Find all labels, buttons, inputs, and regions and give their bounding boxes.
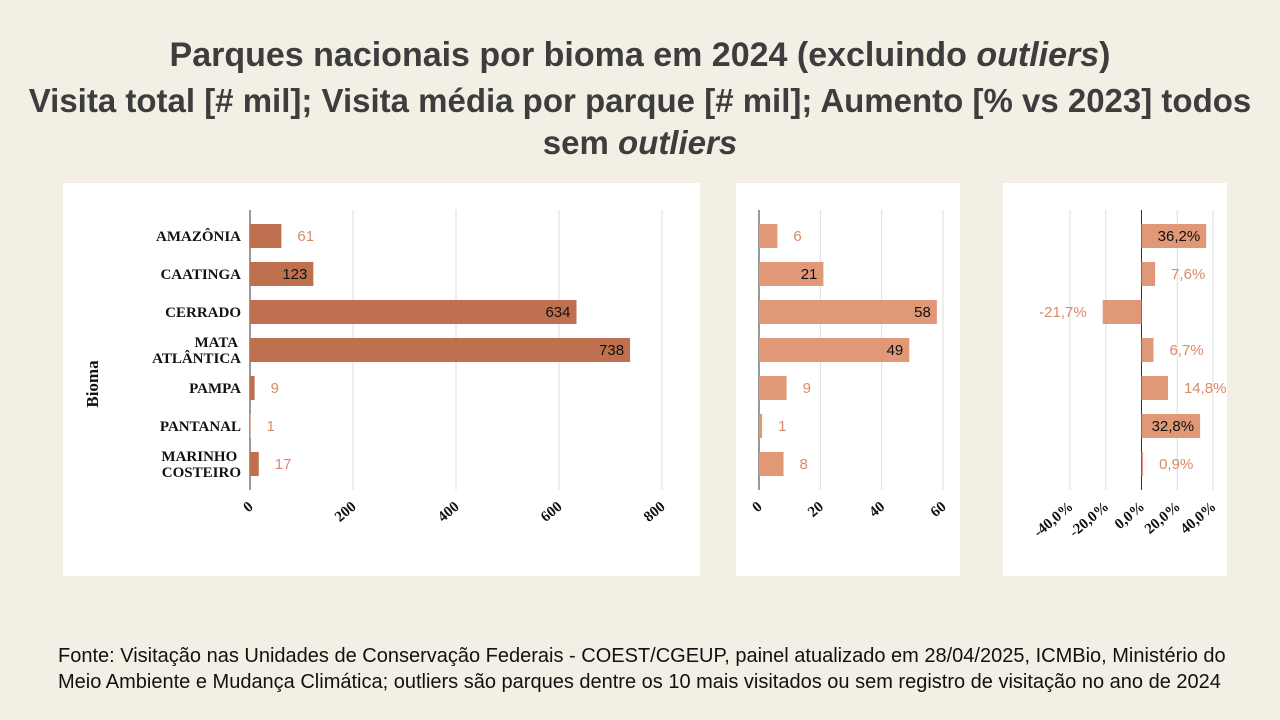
subtitle-text: Visita total [# mil]; Visita média por p…	[28, 82, 1252, 161]
bar	[759, 338, 910, 362]
data-label: 14,8%	[1184, 380, 1227, 397]
data-label: 49	[887, 342, 904, 359]
bar	[759, 452, 784, 476]
bar	[250, 452, 259, 476]
data-label: 58	[914, 304, 931, 321]
data-label: 6	[793, 228, 801, 245]
category-label: MARINHO COSTEIRO	[161, 449, 241, 481]
bar	[759, 414, 763, 438]
data-label: 7,6%	[1171, 266, 1205, 283]
y-axis-label: Bioma	[83, 360, 102, 408]
data-label: 21	[801, 266, 818, 283]
bar	[759, 224, 778, 248]
bar	[1141, 224, 1207, 248]
title-text: )	[1099, 36, 1111, 74]
data-label: 1	[778, 418, 786, 435]
panel	[63, 183, 700, 576]
bar	[250, 224, 282, 248]
bar	[1102, 300, 1142, 324]
category-label: AMAZÔNIA	[156, 228, 241, 245]
title-text: Parques nacionais por bioma em 2024 (exc…	[169, 36, 977, 74]
data-label: 61	[297, 228, 314, 245]
bar	[759, 262, 824, 286]
bar	[250, 262, 314, 286]
category-label: CERRADO	[165, 305, 241, 321]
bar	[250, 376, 255, 400]
panel	[1003, 183, 1227, 576]
data-label: 6,7%	[1169, 342, 1203, 359]
bar	[250, 414, 251, 438]
data-label: 8	[800, 456, 808, 473]
category-label: PAMPA	[189, 381, 241, 397]
data-label: 32,8%	[1152, 418, 1195, 435]
data-label: 123	[282, 266, 307, 283]
bar	[1141, 452, 1144, 476]
data-label: 738	[599, 342, 624, 359]
source: Fonte: Visitação nas Unidades de Conserv…	[58, 645, 1226, 693]
bar	[1141, 338, 1154, 362]
bar	[1141, 414, 1201, 438]
data-label: 1	[267, 418, 275, 435]
data-label: 9	[803, 380, 811, 397]
subtitle-emphasis: outliers	[618, 124, 738, 161]
category-label: MATA ATLÂNTICA	[152, 335, 241, 367]
subtitle: Visita total [# mil]; Visita média por p…	[25, 80, 1255, 164]
data-label: 634	[545, 304, 570, 321]
bar	[1141, 376, 1168, 400]
title: Parques nacionais por bioma em 2024 (exc…	[0, 30, 1280, 80]
data-label: 0,9%	[1159, 456, 1193, 473]
data-label: 17	[275, 456, 292, 473]
category-label: PANTANAL	[160, 419, 241, 435]
data-label: -21,7%	[1039, 304, 1087, 321]
bar	[759, 376, 787, 400]
bar	[1141, 262, 1156, 286]
category-label: CAATINGA	[160, 267, 241, 283]
bar	[759, 300, 937, 324]
bar	[250, 300, 577, 324]
header: Parques nacionais por bioma em 2024 (exc…	[0, 30, 1280, 164]
bar	[250, 338, 631, 362]
title-emphasis: outliers	[976, 36, 1100, 74]
data-label: 9	[271, 380, 279, 397]
data-label: 36,2%	[1158, 228, 1201, 245]
